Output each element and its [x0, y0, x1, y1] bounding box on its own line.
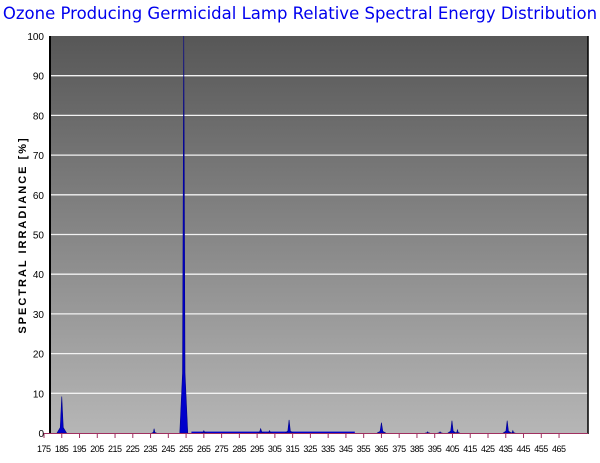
x-tick-label: 315 [286, 444, 300, 454]
x-tick-label: 185 [55, 444, 69, 454]
x-tick-label: 175 [37, 444, 51, 454]
x-tick-label: 445 [517, 444, 531, 454]
y-tick-label: 60 [33, 191, 45, 202]
y-tick-label: 0 [38, 429, 44, 440]
x-tick-label: 245 [161, 444, 175, 454]
y-tick-label: 70 [33, 151, 45, 162]
y-tick-label: 80 [33, 111, 45, 122]
y-tick-label: 100 [27, 32, 44, 43]
x-tick-label: 195 [73, 444, 87, 454]
x-tick-label: 385 [410, 444, 424, 454]
x-tick-label: 325 [303, 444, 317, 454]
y-tick-label: 10 [33, 389, 45, 400]
x-tick-label: 345 [339, 444, 353, 454]
x-tick-label: 225 [126, 444, 140, 454]
continuum-band [191, 431, 355, 433]
chart-title: Ozone Producing Germicidal Lamp Relative… [2, 4, 598, 23]
x-tick-label: 265 [197, 444, 211, 454]
x-tick-label: 405 [445, 444, 459, 454]
x-tick-label: 305 [268, 444, 282, 454]
x-tick-label: 255 [179, 444, 193, 454]
x-tick-label: 415 [463, 444, 477, 454]
x-tick-label: 215 [108, 444, 122, 454]
x-tick-label: 395 [428, 444, 442, 454]
y-tick-label: 50 [33, 231, 45, 242]
x-tick-label: 285 [232, 444, 246, 454]
x-tick-label: 425 [481, 444, 495, 454]
x-tick-label: 455 [534, 444, 548, 454]
y-tick-label: 30 [33, 310, 45, 321]
x-tick-label: 435 [499, 444, 513, 454]
x-tick-label: 295 [250, 444, 264, 454]
x-tick-label: 335 [321, 444, 335, 454]
y-tick-label: 90 [33, 72, 45, 83]
x-tick-label: 465 [552, 444, 566, 454]
x-tick-label: 205 [90, 444, 104, 454]
x-tick-label: 365 [374, 444, 388, 454]
y-axis-label: SPECTRAL IRRADIANCE [%] [17, 136, 29, 333]
x-tick-label: 275 [215, 444, 229, 454]
x-tick-label: 355 [357, 444, 371, 454]
y-tick-label: 40 [33, 270, 45, 281]
x-tick-label: 235 [144, 444, 158, 454]
x-tick-label: 375 [392, 444, 406, 454]
y-tick-label: 20 [33, 350, 45, 361]
